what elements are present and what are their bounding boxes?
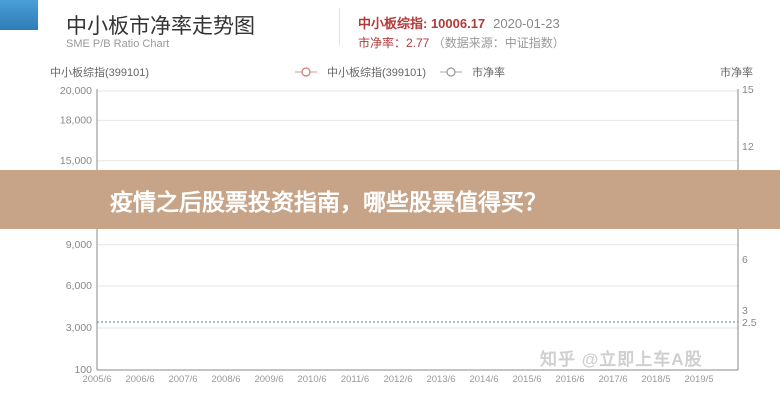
svg-text:2016/6: 2016/6 — [555, 374, 584, 385]
svg-text:2012/6: 2012/6 — [383, 374, 412, 385]
svg-text:2005/6: 2005/6 — [82, 374, 111, 385]
svg-text:9,000: 9,000 — [66, 239, 92, 251]
svg-text:2006/6: 2006/6 — [125, 374, 154, 385]
svg-text:2017/6: 2017/6 — [598, 374, 627, 385]
svg-text:6: 6 — [742, 254, 748, 266]
svg-text:3,000: 3,000 — [66, 322, 92, 334]
svg-text:2011/6: 2011/6 — [341, 374, 369, 385]
svg-text:2018/5: 2018/5 — [641, 374, 670, 385]
svg-text:2014/6: 2014/6 — [469, 374, 498, 385]
svg-text:18,000: 18,000 — [60, 115, 92, 127]
svg-text:15: 15 — [742, 84, 754, 96]
svg-text:2009/6: 2009/6 — [254, 374, 283, 385]
svg-text:3: 3 — [742, 305, 748, 317]
svg-text:2007/6: 2007/6 — [168, 374, 197, 385]
svg-text:20,000: 20,000 — [60, 85, 92, 97]
svg-text:2019/5: 2019/5 — [684, 374, 713, 385]
svg-text:6,000: 6,000 — [66, 280, 92, 292]
svg-text:2010/6: 2010/6 — [297, 374, 326, 385]
svg-text:12: 12 — [742, 141, 754, 153]
svg-text:2013/6: 2013/6 — [426, 374, 455, 385]
svg-text:2008/6: 2008/6 — [211, 374, 240, 385]
svg-text:2.5: 2.5 — [742, 317, 757, 329]
svg-text:15,000: 15,000 — [60, 155, 92, 167]
svg-text:2015/6: 2015/6 — [512, 374, 541, 385]
